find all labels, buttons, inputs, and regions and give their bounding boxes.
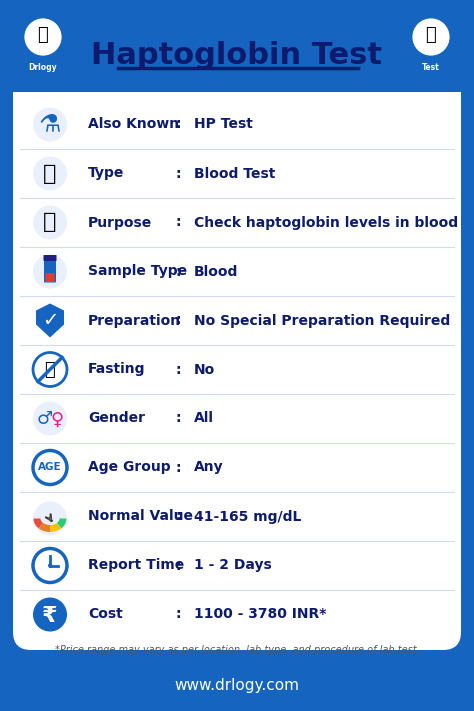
Text: No: No [194, 363, 215, 377]
Circle shape [411, 17, 451, 57]
Circle shape [33, 451, 67, 484]
Polygon shape [13, 7, 461, 92]
Text: ⚗: ⚗ [39, 112, 61, 137]
Circle shape [33, 156, 67, 191]
Text: :: : [175, 363, 181, 377]
Text: :: : [175, 314, 181, 328]
Text: 🩺: 🩺 [37, 26, 48, 44]
Circle shape [33, 353, 67, 387]
Text: www.drlogy.com: www.drlogy.com [174, 678, 300, 693]
Text: Blood: Blood [194, 264, 238, 279]
Text: Age Group: Age Group [88, 461, 171, 474]
Text: Fasting: Fasting [88, 363, 146, 377]
Text: :: : [175, 607, 181, 621]
Text: 🔬: 🔬 [43, 164, 57, 183]
Polygon shape [27, 57, 59, 81]
FancyBboxPatch shape [13, 7, 461, 92]
Text: Purpose: Purpose [88, 215, 152, 230]
Text: ♂: ♂ [37, 410, 53, 429]
Text: Drlogy: Drlogy [29, 63, 57, 73]
Circle shape [33, 548, 67, 582]
Text: Any: Any [194, 461, 224, 474]
Text: 🏥: 🏥 [426, 26, 437, 44]
Text: :: : [175, 559, 181, 572]
Text: Test: Test [422, 63, 440, 73]
Circle shape [23, 17, 63, 57]
Circle shape [33, 107, 67, 141]
Text: HP Test: HP Test [194, 117, 253, 132]
Text: :: : [175, 412, 181, 425]
Text: Gender: Gender [88, 412, 145, 425]
Text: Type: Type [88, 166, 124, 181]
Text: Blood Test: Blood Test [194, 166, 275, 181]
Text: ₹: ₹ [42, 606, 58, 626]
Text: :: : [175, 117, 181, 132]
Text: :: : [175, 215, 181, 230]
Circle shape [33, 501, 67, 535]
Polygon shape [0, 650, 474, 711]
Text: Sample Type: Sample Type [88, 264, 187, 279]
Text: Check haptoglobin levels in blood: Check haptoglobin levels in blood [194, 215, 458, 230]
Polygon shape [415, 57, 447, 81]
Circle shape [48, 564, 52, 567]
Text: :: : [175, 264, 181, 279]
Text: Report Time: Report Time [88, 559, 184, 572]
FancyBboxPatch shape [13, 7, 461, 650]
Text: AGE: AGE [38, 462, 62, 473]
Circle shape [48, 516, 52, 520]
FancyBboxPatch shape [46, 273, 55, 282]
Circle shape [33, 402, 67, 436]
Text: ♀: ♀ [50, 410, 64, 429]
Circle shape [33, 597, 67, 631]
Text: *Price range may vary as per location, lab type, and procedure of lab test.: *Price range may vary as per location, l… [55, 645, 419, 655]
Text: Cost: Cost [88, 607, 123, 621]
FancyBboxPatch shape [44, 257, 56, 282]
Text: Normal Value: Normal Value [88, 510, 193, 523]
Text: 1100 - 3780 INR*: 1100 - 3780 INR* [194, 607, 327, 621]
Text: All: All [194, 412, 214, 425]
Circle shape [33, 255, 67, 289]
FancyBboxPatch shape [44, 255, 56, 261]
Text: 🍴: 🍴 [45, 361, 55, 380]
Text: :: : [175, 510, 181, 523]
Text: Also Known: Also Known [88, 117, 179, 132]
Text: 41-165 mg/dL: 41-165 mg/dL [194, 510, 301, 523]
Text: Preparation: Preparation [88, 314, 181, 328]
Text: No Special Preparation Required: No Special Preparation Required [194, 314, 450, 328]
Polygon shape [36, 304, 64, 338]
Polygon shape [13, 57, 461, 92]
Text: Haptoglobin Test: Haptoglobin Test [91, 41, 383, 70]
Text: :: : [175, 166, 181, 181]
Text: ✓: ✓ [42, 311, 58, 330]
Text: 1 - 2 Days: 1 - 2 Days [194, 559, 272, 572]
Circle shape [33, 205, 67, 240]
Text: 💡: 💡 [43, 213, 57, 232]
Text: :: : [175, 461, 181, 474]
